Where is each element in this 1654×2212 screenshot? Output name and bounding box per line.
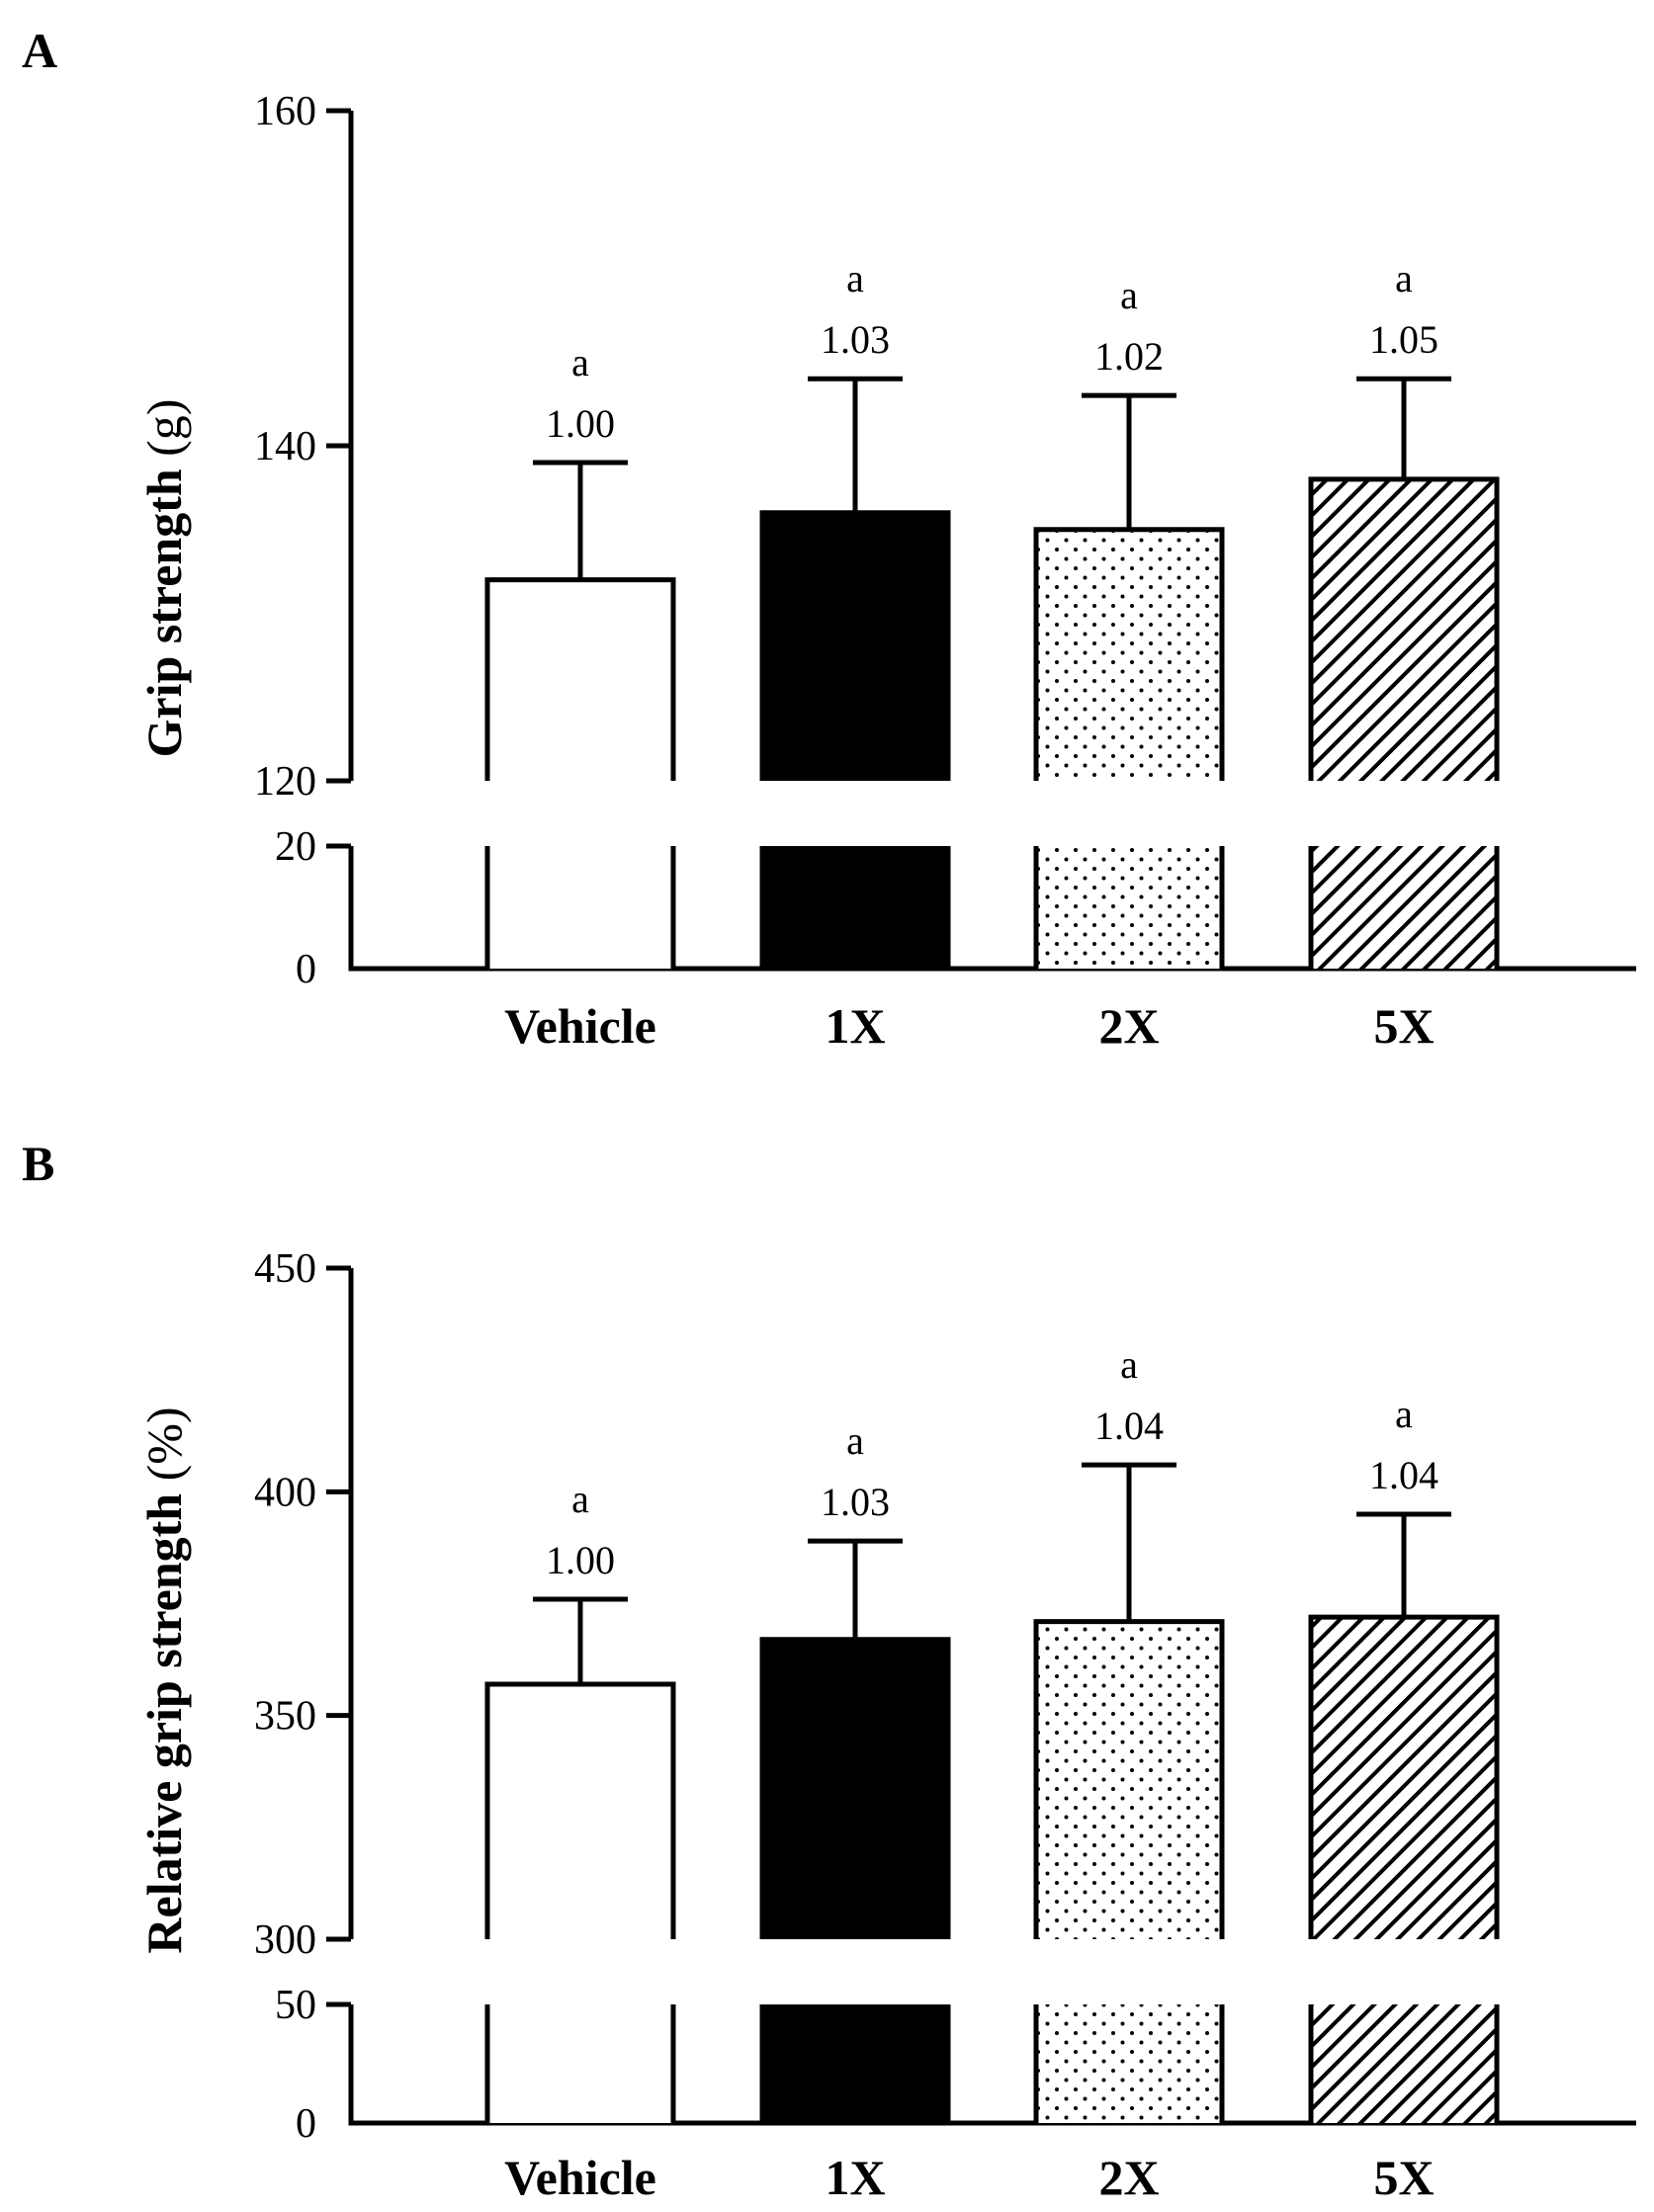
x-category-label: 2X [1098, 998, 1159, 1054]
y-tick-label-upper: 160 [254, 89, 316, 134]
bar-upper-fill [1311, 478, 1497, 781]
y-tick-label-lower: 0 [296, 947, 316, 992]
y-tick-label-upper: 140 [254, 424, 316, 469]
bar-upper-fill [487, 579, 673, 781]
bar-lower-outline [484, 2004, 676, 2123]
bar-lower-fill [762, 2004, 948, 2123]
y-tick-label-upper: 120 [254, 759, 316, 805]
y-tick-label-lower: 50 [275, 1983, 316, 2028]
bar-lower-outline [1308, 846, 1500, 969]
y-axis-label-b-unit: (%) [136, 1406, 192, 1481]
bar-lower-fill [487, 2004, 673, 2123]
x-category-label: Vehicle [504, 998, 656, 1054]
x-category-label: 2X [1098, 2150, 1159, 2205]
bar-upper-outline [1033, 1619, 1225, 1939]
x-category-label: Vehicle [504, 2150, 656, 2205]
bar-lower-fill [487, 846, 673, 969]
significance-letter: a [1120, 1342, 1138, 1387]
ratio-label: 1.03 [821, 317, 890, 362]
ratio-label: 1.00 [546, 1538, 615, 1582]
ratio-label: 1.03 [821, 1480, 890, 1524]
panel-label-b: B [22, 1136, 54, 1191]
y-tick-label-lower: 20 [275, 824, 316, 870]
significance-letter: a [846, 1418, 864, 1463]
y-tick-label-upper: 350 [254, 1694, 316, 1740]
ratio-label: 1.04 [1369, 1453, 1438, 1497]
bar-lower-fill [1036, 846, 1222, 969]
bar-lower-outline [484, 846, 676, 969]
significance-letter: a [1120, 273, 1138, 317]
panel-b: B Relative grip strength (%) 300 350 400 45… [22, 1136, 1636, 2205]
x-category-label: 5X [1373, 998, 1434, 1054]
significance-letter: a [571, 340, 589, 384]
significance-letter: a [846, 256, 864, 300]
y-axis-label-b-main: Relative grip strength [136, 1493, 192, 1954]
y-tick-label-upper: 450 [254, 1246, 316, 1292]
y-tick-label-upper: 300 [254, 1917, 316, 1963]
significance-letter: a [571, 1477, 589, 1521]
bar-lower-outline [759, 2004, 951, 2123]
bar-lower-outline [1033, 2004, 1225, 2123]
y-tick-label-upper: 400 [254, 1470, 316, 1515]
ratio-label: 1.04 [1094, 1404, 1164, 1448]
ratio-label: 1.05 [1369, 317, 1438, 362]
bar-upper-fill [1036, 529, 1222, 781]
bar-lower-fill [1036, 2004, 1222, 2123]
bars-a [484, 376, 1500, 969]
x-category-label: 1X [825, 2150, 885, 2205]
bar-upper-fill [487, 1683, 673, 1939]
significance-letter: a [1395, 1392, 1413, 1436]
categories-a: Vehicle 1X 2X 5X [504, 998, 1434, 1054]
ratio-label: 1.00 [546, 401, 615, 446]
x-category-label: 1X [825, 998, 885, 1054]
ticks-a: 120 140 160 0 20 [254, 89, 351, 992]
bar-lower-outline [1033, 846, 1225, 969]
bar-upper-fill [762, 1639, 948, 1939]
y-tick-label-lower: 0 [296, 2101, 316, 2147]
bar-lower-outline [759, 846, 951, 969]
bar-lower-fill [1311, 2004, 1497, 2123]
y-axis-label-a-main: Grip strength [136, 468, 192, 757]
annotations-b: a 1.00 a 1.03 a 1.04 a 1.04 [546, 1342, 1438, 1582]
panel-a: A Grip strength (g) 120 140 160 0 20 Vehicle… [22, 23, 1636, 1054]
bar-upper-fill [762, 512, 948, 781]
ticks-b: 300 350 400 450 0 50 [254, 1246, 351, 2147]
significance-letter: a [1395, 256, 1413, 300]
ratio-label: 1.02 [1094, 334, 1164, 379]
bar-upper-fill [1036, 1621, 1222, 1939]
y-axis-label-a: Grip strength (g) [136, 399, 192, 758]
y-axis-label-a-unit: (g) [136, 399, 192, 457]
annotations-a: a 1.00 a 1.03 a 1.02 a 1.05 [546, 256, 1438, 446]
bars-b [484, 1462, 1500, 2123]
bar-lower-outline [1308, 2004, 1500, 2123]
bar-lower-fill [762, 846, 948, 969]
y-axis-label-b: Relative grip strength (%) [136, 1406, 192, 1953]
panel-label-a: A [22, 23, 57, 78]
x-category-label: 5X [1373, 2150, 1434, 2205]
bar-lower-fill [1311, 846, 1497, 969]
categories-b: Vehicle 1X 2X 5X [504, 2150, 1434, 2205]
bar-upper-fill [1311, 1617, 1497, 1939]
